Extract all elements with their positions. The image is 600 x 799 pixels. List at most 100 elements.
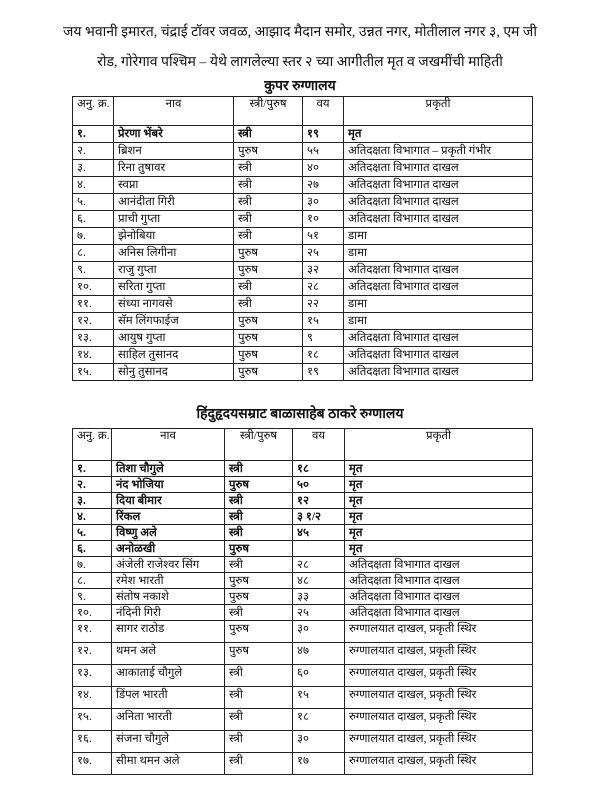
cell-age: ४८ [292, 572, 345, 589]
cell-name: आयुष गुप्ता [113, 329, 234, 347]
cell-age: २८ [302, 278, 344, 296]
cell-age: ३ १/२ [292, 508, 345, 525]
table-row: १५. अनिता भारती स्त्री १८ रुग्णालयात दाखल, प… [72, 708, 533, 731]
cell-gender: स्त्री [233, 210, 303, 228]
cell-age: १५ [302, 312, 344, 330]
table-row: १०. नंदिनी गिरी स्त्री २५ अतिदक्षता विभागात … [72, 604, 533, 621]
cell-name: अनिस लिगीना [113, 244, 234, 262]
cell-name: रिना तुषावर [113, 159, 234, 177]
cell-gender: स्त्री [224, 730, 293, 753]
cell-sn: १. [72, 460, 112, 477]
cell-sn: ५. [72, 193, 114, 211]
cell-name: सागर राठोड [111, 620, 225, 643]
cell-sn: १६. [72, 730, 112, 753]
table-row: १३. आकाताई चौगुले स्त्री ६० रुग्णालयात दाखल,… [72, 664, 533, 687]
table-row: ७. झेनोबिया स्त्री ५१ डामा [72, 227, 533, 245]
cell-condition: अतिदक्षता विभागात दाखल [344, 572, 533, 589]
cell-gender: स्त्री [224, 524, 293, 541]
cell-age: ३३ [292, 588, 345, 605]
cell-condition: अतिदक्षता विभागात दाखल [343, 363, 533, 381]
cell-condition: मृत [344, 508, 533, 525]
table-row: ११. संध्या नागवसे स्त्री २२ डामा [72, 295, 533, 313]
cell-name: डिंपल भारती [111, 686, 225, 709]
table-row: १४. डिंपल भारती स्त्री १५ रुग्णालयात दाखल, प… [72, 686, 533, 709]
cell-age: २८ [292, 556, 345, 573]
cell-sn: ७. [72, 227, 114, 245]
cell-condition: मृत [344, 476, 533, 493]
cell-name: साहिल तुसानद [113, 346, 234, 364]
cell-name: रमेश भारती [111, 572, 225, 589]
cell-gender: पुरुष [224, 588, 293, 605]
cell-gender: स्त्री [233, 125, 303, 143]
cell-age: ४७ [292, 642, 345, 665]
cell-sn: ३. [72, 159, 114, 177]
cell-gender: पुरुष [233, 244, 303, 262]
cell-gender: पुरुष [233, 363, 303, 381]
table-row: ६. प्राची गुप्ता स्त्री १० अतिदक्षता विभागात… [72, 210, 533, 228]
header-gender: स्त्री/पुरुष [233, 96, 303, 126]
table-row: ४. स्वप्ना स्त्री २७ अतिदक्षता विभागात दाखल [72, 176, 533, 194]
cell-gender: पुरुष [233, 261, 303, 279]
cell-name: अंजेली राजेश्वर सिंग [111, 556, 225, 573]
cell-name: राजु गुप्ता [113, 261, 234, 279]
cell-sn: ९. [72, 588, 112, 605]
table-row: २. ब्रिशन पुरुष ५५ अतिदक्षता विभागात – प्रकृ… [72, 142, 533, 160]
cell-sn: १५. [72, 363, 114, 381]
cell-gender: पुरुष [224, 572, 293, 589]
cell-condition: अतिदक्षता विभागात दाखल [344, 604, 533, 621]
table-row: १४. साहिल तुसानद पुरुष १८ अतिदक्षता विभागात … [72, 346, 533, 364]
cell-name: प्राची गुप्ता [113, 210, 234, 228]
header-condition: प्रकृती [343, 96, 533, 126]
table-row: १०. सरिता गुप्ता स्त्री २८ अतिदक्षता विभागात… [72, 278, 533, 296]
table-row: १७. सीमा थमन अले स्त्री १७ रुग्णालयात दाखल, … [72, 752, 533, 775]
cell-name: रिंकल [111, 508, 225, 525]
table-row: १३. आयुष गुप्ता पुरुष ९ अतिदक्षता विभागात दा… [72, 329, 533, 347]
cell-sn: ६. [72, 540, 112, 557]
cell-gender: स्त्री [233, 295, 303, 313]
table-row: ५. आनंदीता गिरी स्त्री ३० अतिदक्षता विभागात … [72, 193, 533, 211]
cell-condition: अतिदक्षता विभागात दाखल [343, 159, 533, 177]
cell-gender: पुरुष [224, 620, 293, 643]
cell-sn: १. [72, 125, 114, 143]
table-row: ९. संतोष नकाशे पुरुष ३३ अतिदक्षता विभागात दा… [72, 588, 533, 605]
table-row: १५. सोनु तुसानद पुरुष १९ अतिदक्षता विभागात द… [72, 363, 533, 381]
cell-age: ४० [302, 159, 344, 177]
cell-gender: स्त्री [224, 604, 293, 621]
cell-sn: १०. [72, 278, 114, 296]
cell-name: सीमा थमन अले [111, 752, 225, 775]
table-row: २. नंद भोजिया पुरुष ५० मृत [72, 476, 533, 493]
cell-gender: पुरुष [224, 476, 293, 493]
table-row: १२. थमन अले पुरुष ४७ रुग्णालयात दाखल, प्रकृत… [72, 642, 533, 665]
cell-condition: डामा [343, 244, 533, 262]
cell-age: ३० [292, 730, 345, 753]
cell-name: नंद भोजिया [111, 476, 225, 493]
cell-sn: २. [72, 476, 112, 493]
cell-condition: अतिदक्षता विभागात दाखल [343, 261, 533, 279]
header-age: वय [292, 428, 345, 461]
table-row: ९. राजु गुप्ता पुरुष ३२ अतिदक्षता विभागात दा… [72, 261, 533, 279]
cell-name: विष्णु अले [111, 524, 225, 541]
cell-name: संतोष नकाशे [111, 588, 225, 605]
cell-sn: ११. [72, 620, 112, 643]
cell-gender: पुरुष [224, 540, 293, 557]
cooper-hospital-title: कुपर रुग्णालय [264, 79, 336, 94]
table-row: १. प्रेरणा भेंबरे स्त्री १९ मृत [72, 125, 533, 143]
cell-name: अनोळखी [111, 540, 225, 557]
cell-age: ५१ [302, 227, 344, 245]
cell-gender: पुरुष [233, 329, 303, 347]
cell-name: सॅम लिंगफाईज [113, 312, 234, 330]
header-age: वय [302, 96, 344, 126]
cell-name: प्रेरणा भेंबरे [113, 125, 234, 143]
table-row: ७. अंजेली राजेश्वर सिंग स्त्री २८ अतिदक्षता … [72, 556, 533, 573]
cell-condition: डामा [343, 227, 533, 245]
header-gender: स्त्री/पुरुष [224, 428, 293, 461]
table-row: ८. अनिस लिगीना पुरुष २५ डामा [72, 244, 533, 262]
cell-sn: ८. [72, 244, 114, 262]
cell-sn: १७. [72, 752, 112, 775]
cell-name: सोनु तुसानद [113, 363, 234, 381]
cell-gender: स्त्री [224, 708, 293, 731]
cell-sn: ४. [72, 508, 112, 525]
cell-age: २७ [302, 176, 344, 194]
cell-name: ब्रिशन [113, 142, 234, 160]
cell-name: सरिता गुप्ता [113, 278, 234, 296]
